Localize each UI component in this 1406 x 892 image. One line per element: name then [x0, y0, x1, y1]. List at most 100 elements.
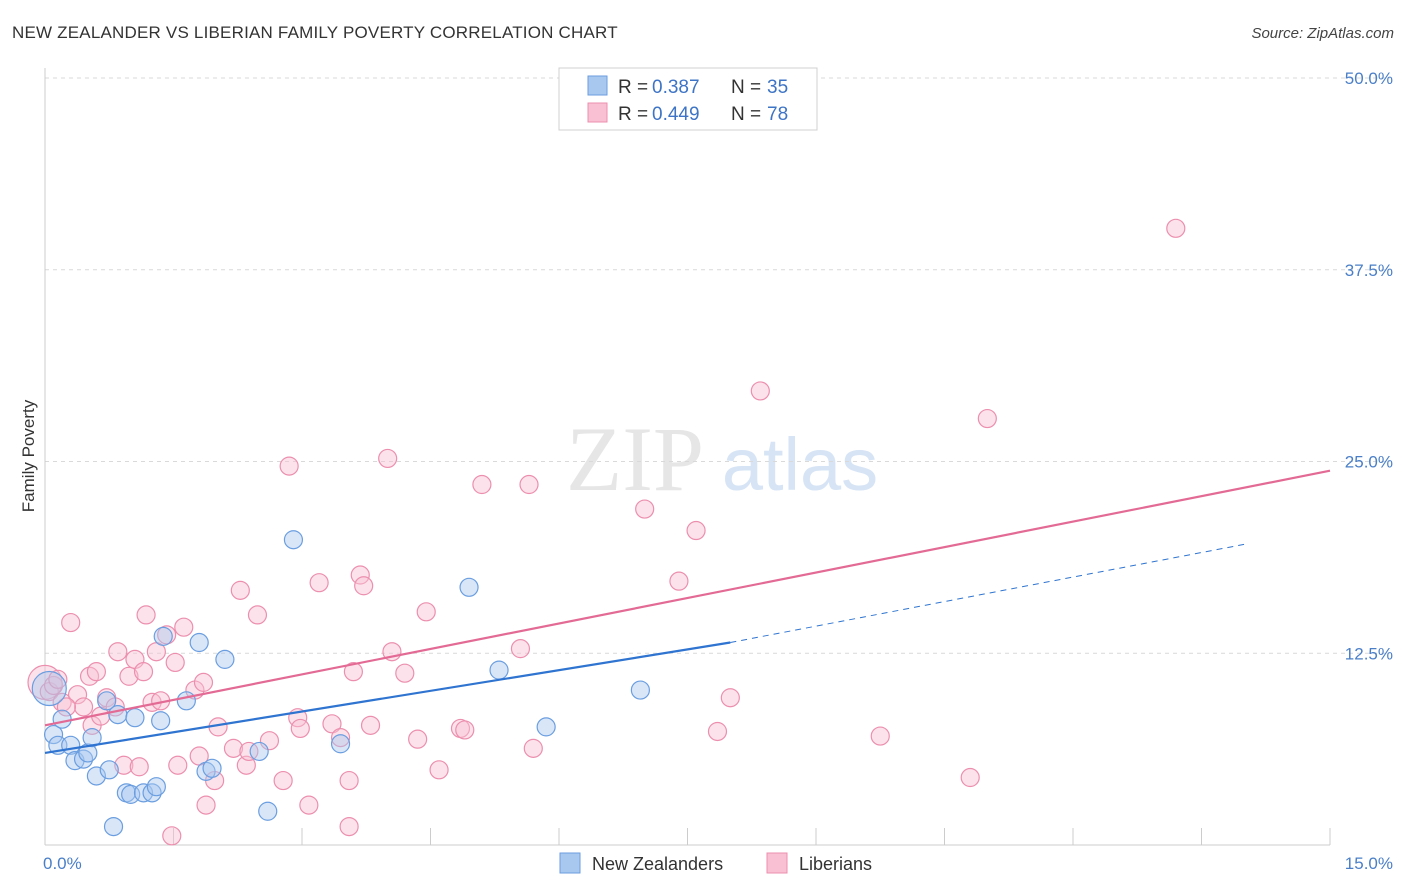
new-zealanders-point-25 — [202, 758, 222, 778]
liberians-point-5 — [61, 612, 81, 633]
new-zealanders-point-27 — [249, 741, 269, 762]
series-legend: New Zealanders Liberians — [559, 852, 872, 874]
legend-swatch-liberians — [587, 102, 608, 123]
new-zealanders-point-13 — [108, 705, 128, 725]
axes — [44, 68, 1331, 846]
liberians-point-55 — [378, 448, 398, 469]
liberians-point-63 — [472, 474, 492, 495]
legend-swatch-new-zealanders — [587, 75, 608, 96]
new-zealanders-point-11 — [99, 760, 119, 780]
liberians-point-59 — [416, 602, 436, 622]
new-zealanders-point-32 — [489, 660, 509, 680]
liberians-point-52 — [350, 565, 370, 585]
trend-line-new-zealanders-extension — [730, 543, 1245, 644]
liberians-point-57 — [395, 663, 415, 683]
liberians-point-67 — [635, 499, 655, 519]
new-zealanders-point-33 — [536, 717, 556, 737]
liberians-point-7 — [73, 697, 94, 717]
x-tick-label-min: 0.0% — [43, 854, 82, 873]
liberians-point-16 — [119, 666, 139, 686]
y-tick-label-1: 37.5% — [1345, 261, 1393, 280]
new-zealanders-point-3 — [52, 709, 72, 729]
liberians-point-3 — [48, 669, 68, 689]
watermark-zip: ZIP — [566, 408, 704, 510]
grid-lines — [45, 77, 1390, 654]
x-tick-label-max: 15.0% — [1345, 854, 1393, 873]
liberians-point-66 — [510, 639, 531, 659]
trend-line-liberians — [44, 469, 1331, 727]
liberians-point-64 — [519, 474, 539, 495]
legend-r-label-2: R = — [618, 104, 648, 125]
liberians-point-44 — [290, 718, 310, 739]
new-zealanders-point-1 — [43, 724, 64, 745]
y-tick-label-3: 12.5% — [1345, 644, 1393, 663]
liberians-point-46 — [309, 573, 329, 593]
liberians-point-54 — [360, 715, 381, 735]
liberians-point-69 — [686, 520, 706, 541]
liberians-point-42 — [279, 456, 299, 476]
legend-r-value-2: 0.449 — [652, 104, 700, 125]
liberians-point-60 — [429, 760, 449, 780]
new-zealanders-point-34 — [630, 680, 650, 700]
new-zealanders-point-0 — [31, 670, 67, 707]
liberians-point-45 — [299, 795, 319, 815]
liberians-point-58 — [408, 729, 428, 749]
watermark-atlas: atlas — [722, 423, 878, 506]
liberians-point-73 — [870, 726, 890, 746]
series-legend-label-liberians: Liberians — [799, 854, 872, 874]
liberians-point-25 — [162, 826, 182, 846]
new-zealanders-point-30 — [330, 734, 351, 754]
chart-title: NEW ZEALANDER VS LIBERIAN FAMILY POVERTY… — [12, 23, 618, 42]
series-new-zealanders-points — [31, 530, 650, 837]
new-zealanders-point-10 — [97, 691, 117, 711]
series-liberians-points — [27, 218, 1186, 846]
liberians-point-31 — [193, 672, 214, 692]
liberians-point-10 — [86, 662, 107, 682]
y-tick-labels: 50.0% 37.5% 25.0% 12.5% — [1345, 69, 1393, 663]
new-zealanders-point-16 — [125, 708, 145, 728]
liberians-point-35 — [223, 738, 244, 758]
liberians-point-71 — [720, 688, 740, 708]
x-tick-labels: 0.0% 15.0% — [43, 854, 1393, 873]
liberians-point-38 — [239, 741, 259, 762]
liberians-point-47 — [322, 714, 342, 734]
liberians-point-39 — [247, 605, 268, 625]
liberians-point-75 — [977, 408, 997, 429]
legend-n-label-2: N = — [731, 104, 761, 125]
liberians-point-48 — [339, 816, 359, 837]
liberians-point-41 — [273, 770, 293, 791]
liberians-point-28 — [174, 617, 194, 637]
series-legend-swatch-liberians — [766, 852, 788, 874]
liberians-point-77 — [56, 697, 77, 717]
liberians-point-15 — [114, 755, 134, 775]
source-credit: Source: ZipAtlas.com — [1251, 25, 1394, 42]
liberians-point-27 — [168, 755, 188, 775]
legend-n-value-2: 78 — [767, 104, 788, 125]
legend-r-value-1: 0.387 — [652, 77, 700, 98]
liberians-point-18 — [129, 757, 149, 777]
liberians-point-20 — [136, 605, 156, 625]
liberians-point-19 — [133, 662, 154, 682]
series-legend-label-new-zealanders: New Zealanders — [592, 854, 723, 874]
liberians-point-53 — [354, 576, 374, 596]
liberians-point-6 — [67, 685, 88, 705]
y-axis-label: Family Poverty — [19, 399, 38, 512]
legend-n-value-1: 35 — [767, 77, 788, 98]
new-zealanders-point-8 — [82, 728, 102, 748]
liberians-point-50 — [339, 770, 359, 791]
new-zealanders-point-28 — [258, 801, 278, 821]
liberians-point-32 — [196, 795, 216, 815]
liberians-point-68 — [669, 571, 689, 591]
new-zealanders-point-7 — [78, 743, 98, 763]
legend-r-label-1: R = — [618, 77, 648, 98]
trend-line-new-zealanders — [44, 641, 731, 755]
liberians-point-36 — [230, 580, 250, 600]
new-zealanders-point-29 — [283, 530, 304, 550]
new-zealanders-point-19 — [146, 777, 166, 797]
liberians-point-72 — [750, 381, 770, 401]
correlation-legend: R = 0.387 N = 35 R = 0.449 N = 78 — [558, 67, 818, 131]
liberians-point-49 — [330, 728, 351, 748]
trend-lines — [44, 469, 1331, 755]
liberians-point-62 — [455, 720, 475, 740]
